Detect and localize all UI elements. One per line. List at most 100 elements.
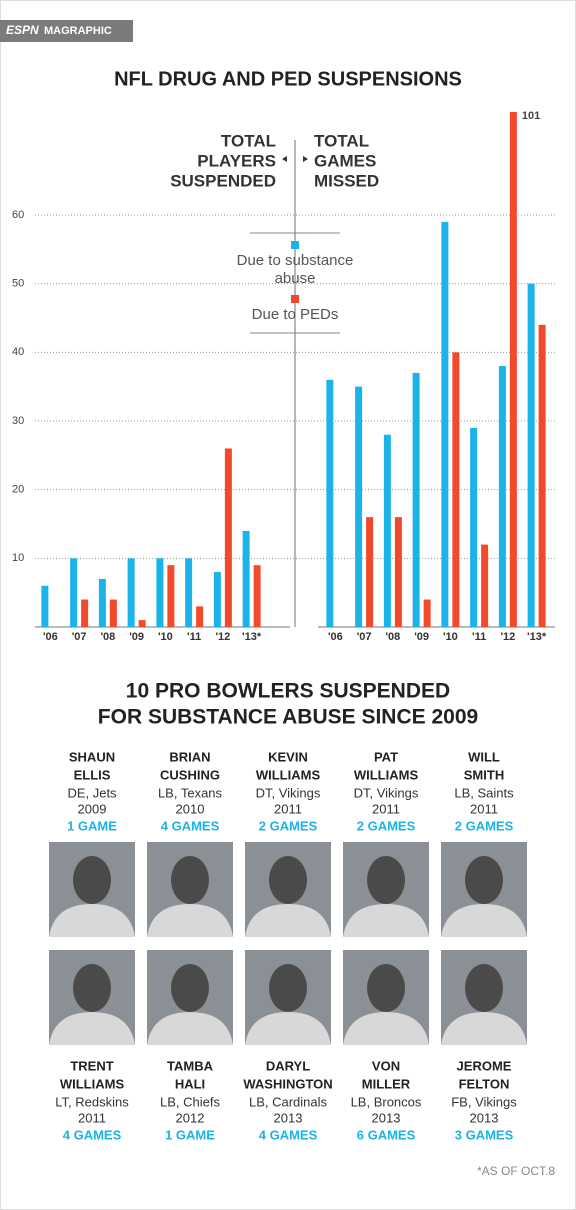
player-year: 2013 [372,1110,401,1125]
x-tick-label: '07 [357,631,372,643]
photo-head [171,856,209,904]
x-tick-label: '08 [100,631,115,643]
x-tick-label: '13* [527,631,547,643]
bar [127,558,135,627]
player-year: 2013 [274,1110,303,1125]
player-year: 2011 [470,801,498,816]
bar [383,434,391,627]
player-position: DE, Jets [67,785,117,800]
player-games: 1 GAME [165,1127,215,1142]
x-tick-label: '09 [414,631,429,643]
bar [98,578,106,627]
player-year: 2010 [176,801,205,816]
player-name: VON [372,1058,400,1073]
player-games: 2 GAMES [259,818,318,833]
panel-label: GAMES [314,151,376,170]
player-name: SMITH [464,767,504,782]
x-tick-label: '06 [43,631,58,643]
section-title: FOR SUBSTANCE ABUSE SINCE 2009 [98,706,478,729]
bar [253,565,261,627]
bar [70,558,78,627]
player-year: 2012 [176,1110,205,1125]
bar [156,558,164,627]
photo-shoulders [441,904,527,937]
player-games: 6 GAMES [357,1127,416,1142]
x-tick-label: '12 [500,631,515,643]
panel-label: PLAYERS [197,151,276,170]
bar [423,599,431,627]
arrow-left [282,156,287,162]
photo-shoulders [245,1012,331,1045]
player-games: 1 GAME [67,818,117,833]
x-tick-label: '11 [472,631,486,643]
footnote: *AS OF OCT.8 [477,1164,555,1178]
player-name: WILLIAMS [354,767,419,782]
photo-head [465,856,503,904]
bar [412,372,420,627]
panel-label: TOTAL [314,131,369,150]
y-tick-label: 20 [12,484,24,496]
player-name: PAT [374,749,398,764]
player-games: 2 GAMES [455,818,514,833]
photo-shoulders [49,904,135,937]
bar [167,565,175,627]
bar [242,530,250,627]
bar [326,379,334,627]
x-tick-label: '06 [328,631,343,643]
photo-head [269,856,307,904]
player-year: 2011 [274,801,302,816]
player-position: LB, Chiefs [160,1094,220,1109]
player-name: SHAUN [69,749,115,764]
x-tick-label: '10 [158,631,173,643]
x-tick-label: '07 [72,631,87,643]
legend-label: Due to substance abuse [236,252,354,287]
section-title: 10 PRO BOWLERS SUSPENDED [126,680,450,703]
legend-label: Due to PEDs [251,306,339,323]
x-tick-label: '12 [215,631,230,643]
player-year: 2011 [372,801,400,816]
bar [41,585,49,627]
y-tick-label: 10 [12,552,24,564]
bar [224,448,232,627]
photo-shoulders [147,1012,233,1045]
player-name: WILLIAMS [60,1076,125,1091]
player-year: 2011 [78,1110,106,1125]
player-name: TAMBA [167,1058,214,1073]
bar [470,427,478,627]
player-name: CUSHING [160,767,220,782]
brand: MAGRAPHIC [44,25,112,37]
player-position: LB, Texans [158,785,223,800]
player-games: 4 GAMES [63,1127,122,1142]
player-year: 2009 [78,801,107,816]
player-position: LB, Saints [454,785,514,800]
player-name: FELTON [459,1076,510,1091]
bar [185,558,193,627]
player-name: MILLER [362,1076,411,1091]
player-position: LT, Redskins [55,1094,129,1109]
photo-shoulders [343,904,429,937]
y-tick-label: 60 [12,209,24,221]
player-games: 2 GAMES [357,818,416,833]
player-name: WASHINGTON [243,1076,332,1091]
y-tick-label: 30 [12,415,24,427]
bar [481,544,489,627]
player-name: HALI [175,1076,205,1091]
photo-shoulders [343,1012,429,1045]
photo-shoulders [147,904,233,937]
player-name: ELLIS [74,767,111,782]
photo-head [73,856,111,904]
bar [509,112,517,627]
bar [366,517,374,627]
data-label: 101 [522,110,540,122]
photo-shoulders [245,904,331,937]
player-games: 4 GAMES [161,818,220,833]
player-position: LB, Broncos [351,1094,422,1109]
bar [452,352,460,627]
brand-box [0,20,133,42]
y-tick-label: 40 [12,346,24,358]
player-name: TRENT [70,1058,113,1073]
player-name: WILLIAMS [256,767,321,782]
bar [196,606,204,627]
